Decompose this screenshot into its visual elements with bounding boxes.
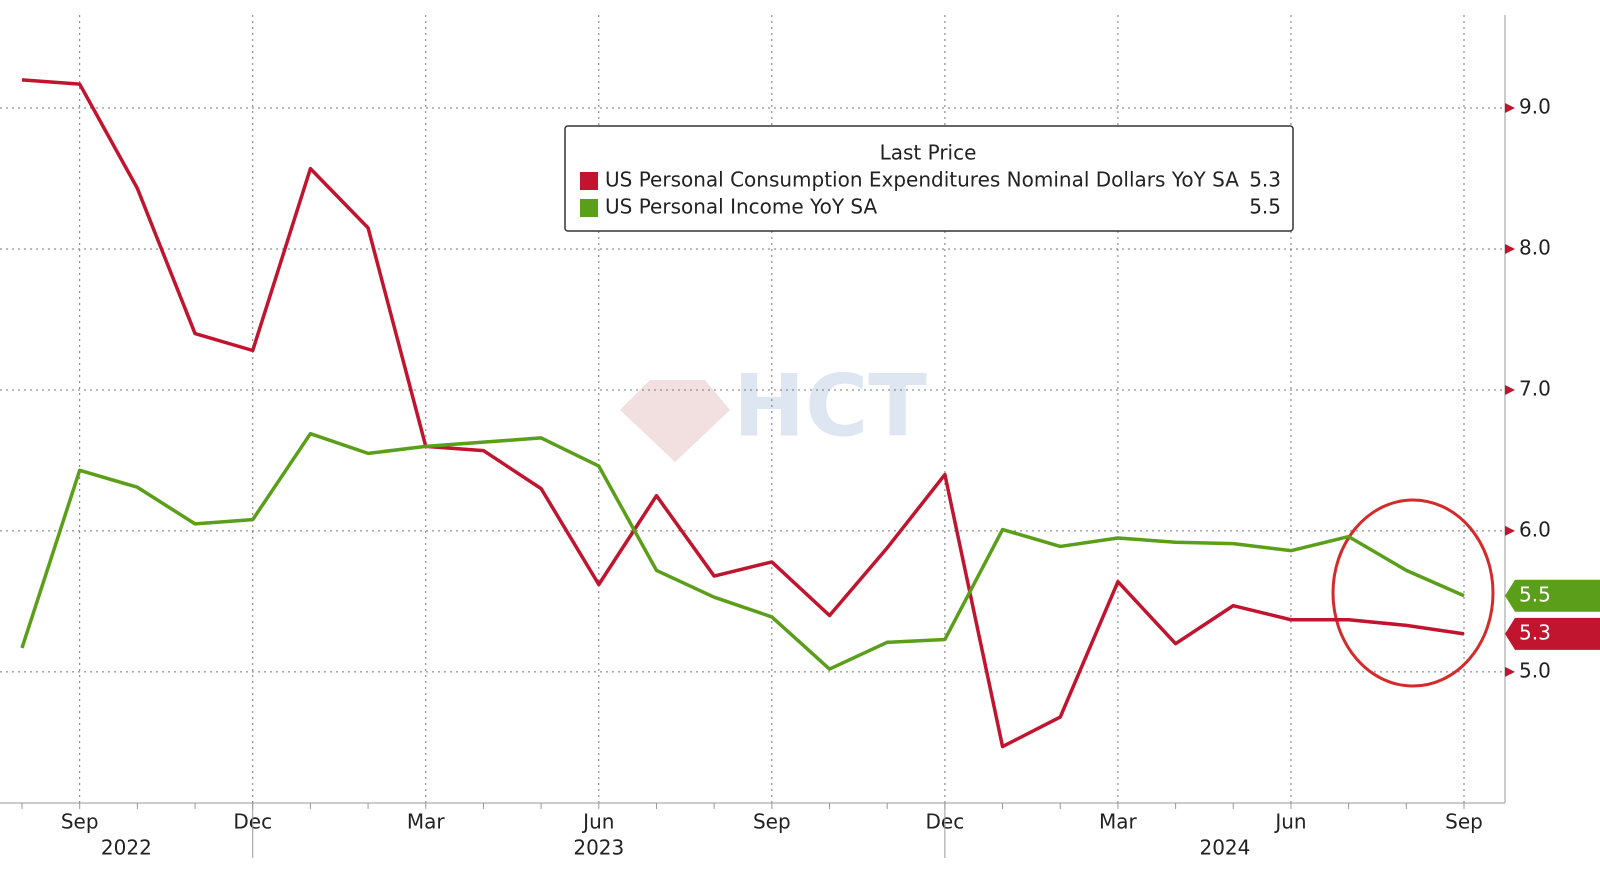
x-tick-label: Mar [1099, 810, 1138, 834]
last-value-tag [1505, 617, 1600, 650]
legend-title: Last Price [880, 141, 977, 165]
y-tick-mark [1505, 103, 1515, 114]
x-tick-label: Mar [407, 810, 446, 834]
last-value-label: 5.3 [1519, 620, 1551, 644]
y-tick-label: 8.0 [1519, 236, 1551, 260]
x-tick-label: Jun [581, 810, 614, 834]
legend-value: 5.5 [1249, 195, 1281, 219]
x-tick-label: Sep [753, 810, 791, 834]
y-tick-label: 6.0 [1519, 517, 1551, 541]
x-tick-label: Jun [1273, 810, 1306, 834]
series-line [20, 431, 1465, 671]
legend-value: 5.3 [1249, 168, 1281, 192]
y-tick-mark [1505, 384, 1515, 395]
last-value-label: 5.5 [1519, 582, 1551, 606]
legend-label: US Personal Consumption Expenditures Nom… [605, 168, 1239, 192]
year-label: 2022 [101, 836, 152, 860]
y-tick-mark [1505, 244, 1515, 255]
series-line [21, 78, 1465, 749]
highlight-circle [1331, 498, 1495, 688]
legend-box [564, 125, 1294, 232]
watermark: HCT [733, 356, 927, 456]
watermark-logo [620, 380, 730, 462]
legend-swatch [580, 172, 598, 190]
y-tick-label: 7.0 [1519, 376, 1551, 400]
y-tick-label: 5.0 [1519, 658, 1551, 682]
x-tick-label: Sep [61, 810, 99, 834]
legend-label: US Personal Income YoY SA [605, 195, 877, 219]
y-tick-mark [1505, 525, 1515, 536]
y-tick-mark [1505, 666, 1515, 677]
year-label: 2023 [573, 836, 624, 860]
legend-swatch [580, 199, 598, 217]
year-label: 2024 [1199, 836, 1250, 860]
last-value-tag [1505, 579, 1600, 612]
y-tick-label: 9.0 [1519, 95, 1551, 119]
x-tick-label: Sep [1445, 810, 1483, 834]
